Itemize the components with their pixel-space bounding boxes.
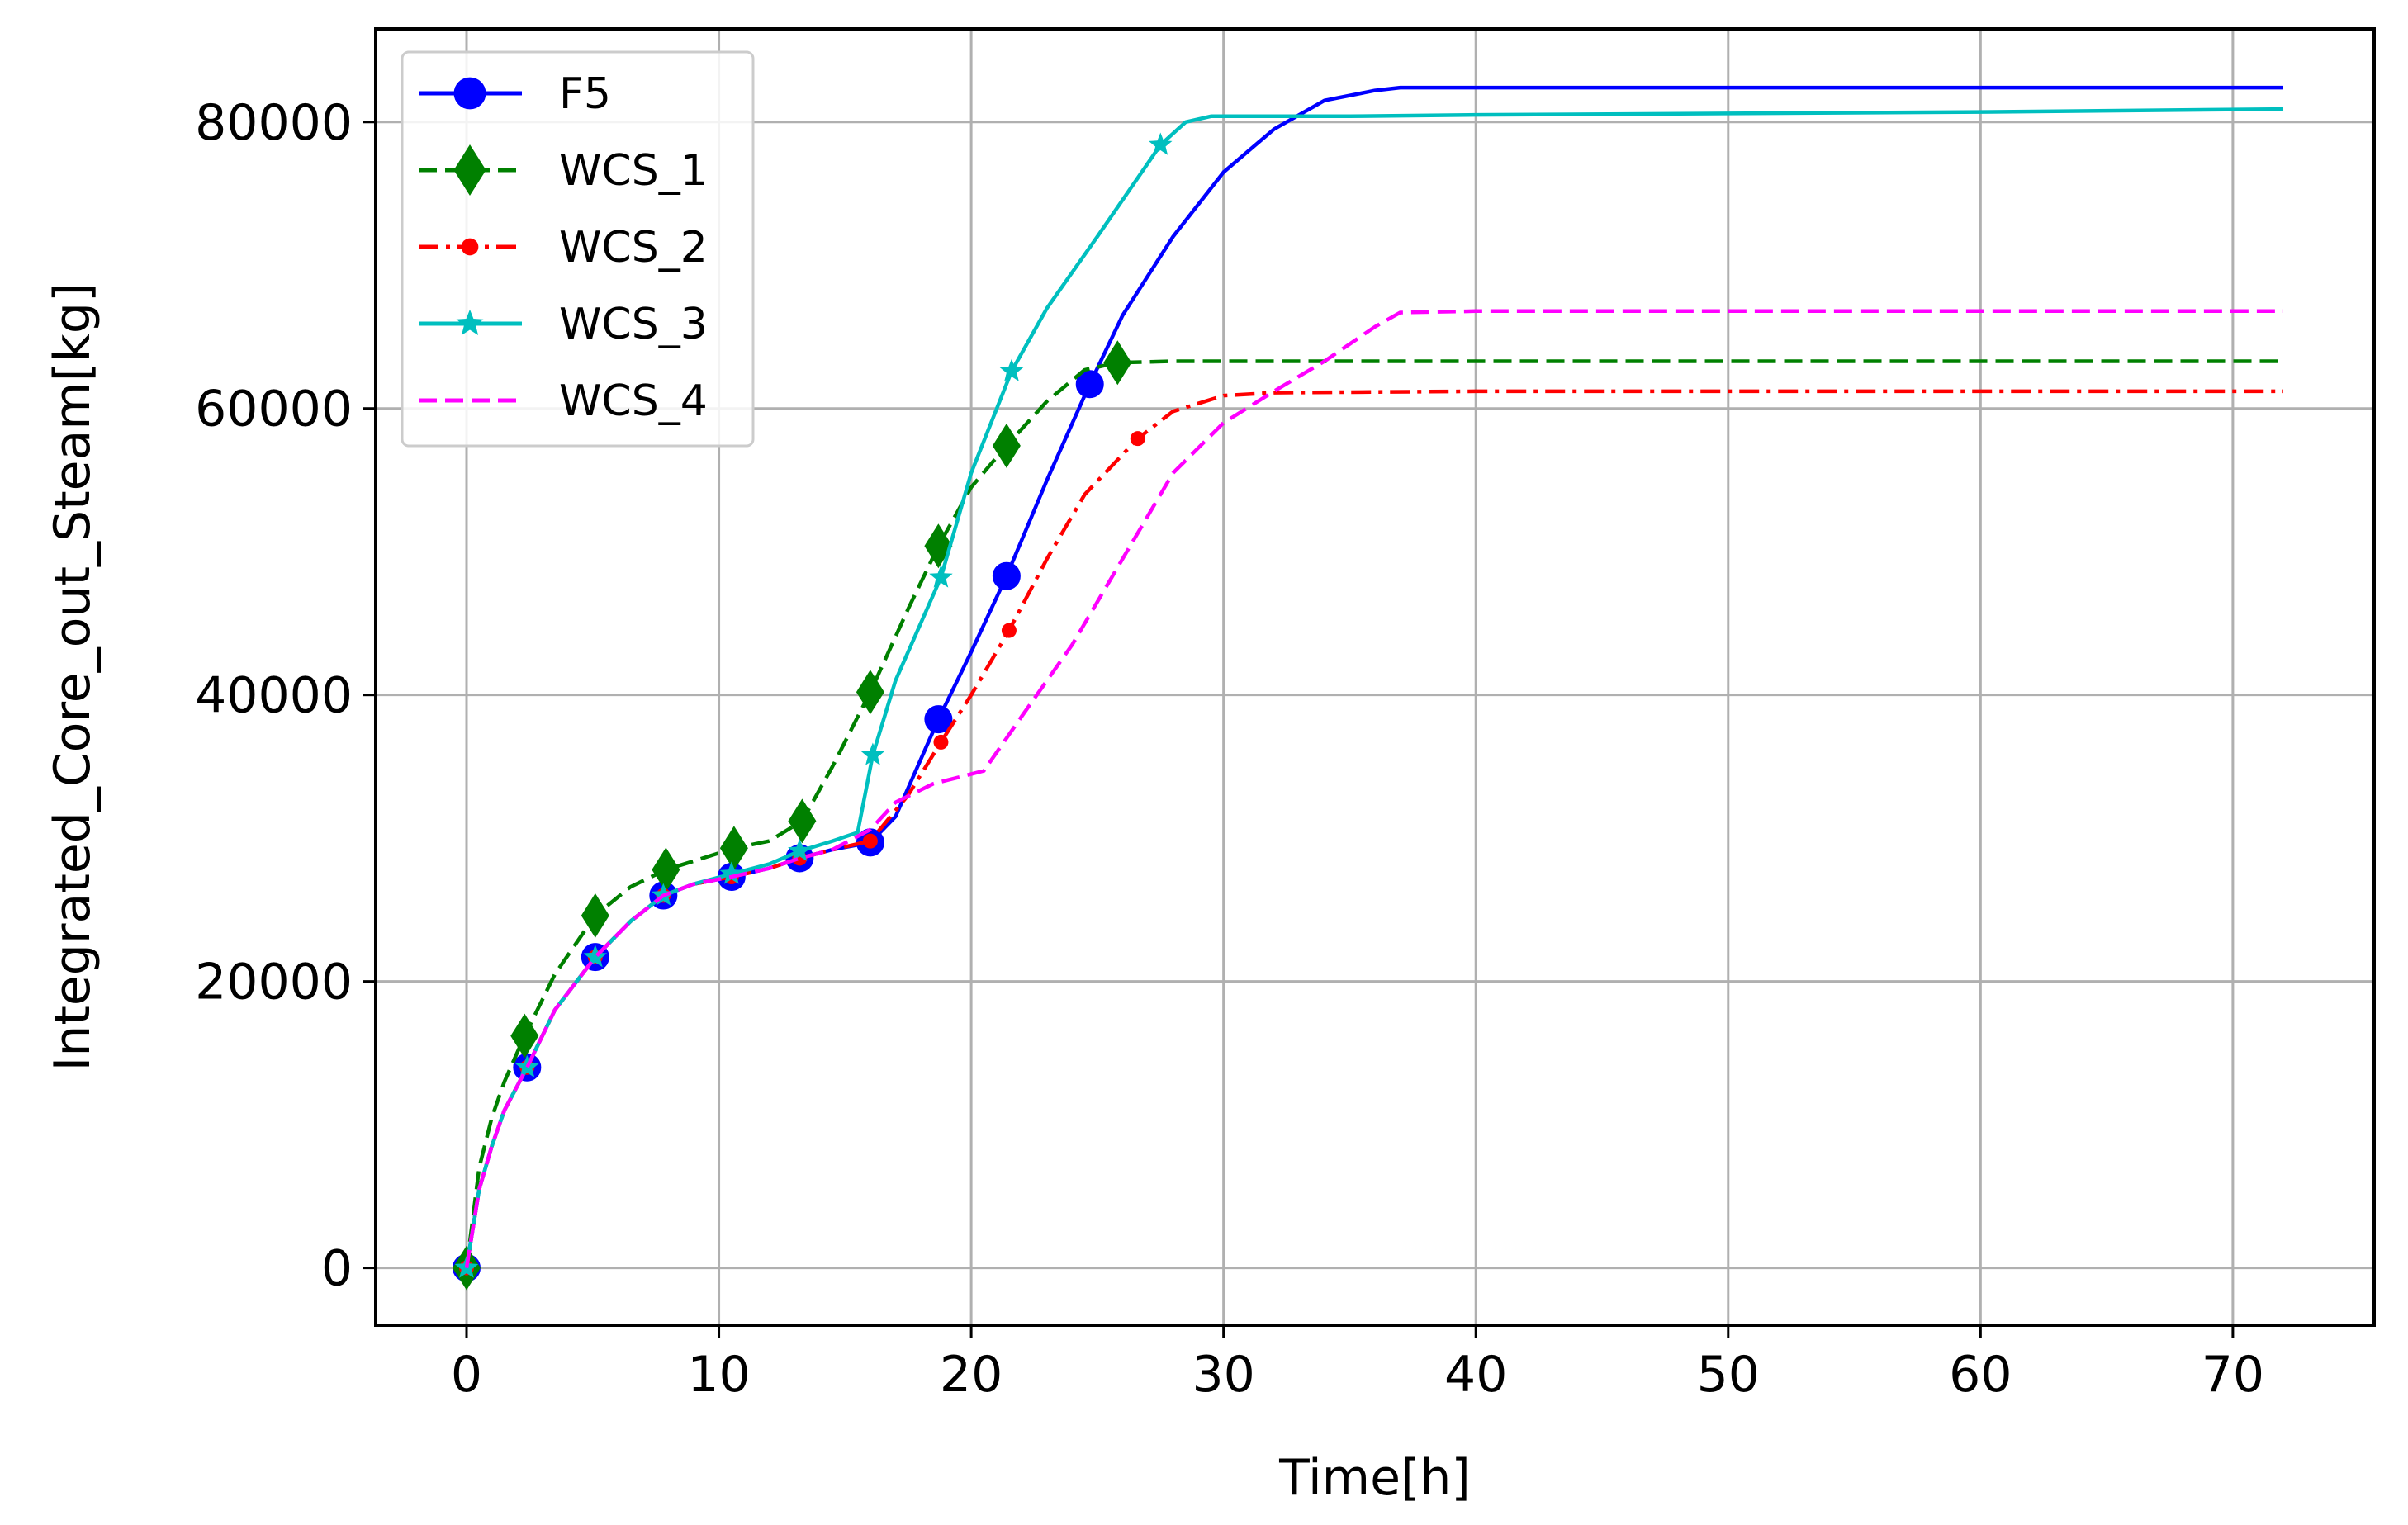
legend-item: WCS_2: [419, 223, 708, 272]
data-point: [860, 742, 885, 765]
y-tick-label: 0: [321, 1240, 353, 1298]
legend-label: WCS_4: [559, 377, 708, 426]
data-point: [992, 423, 1021, 468]
legend-item: WCS_3: [419, 300, 708, 349]
legend-label: WCS_2: [559, 223, 708, 272]
x-tick-label: 30: [1192, 1346, 1254, 1404]
x-tick-label: 0: [451, 1346, 482, 1404]
y-tick-label: 40000: [195, 667, 353, 725]
data-point: [719, 861, 744, 884]
data-point: [510, 1013, 539, 1059]
data-point: [1001, 623, 1017, 638]
y-axis-title: Integrated_Core_out_Steam[kg]: [44, 283, 102, 1072]
data-point: [1149, 132, 1173, 155]
data-point: [581, 893, 609, 938]
data-point: [862, 833, 878, 849]
legend-item: F5: [419, 69, 611, 119]
data-point: [1130, 431, 1145, 447]
series-wcs-4: [464, 309, 2283, 1268]
y-tick-label: 80000: [195, 94, 353, 152]
y-tick-label: 60000: [195, 381, 353, 438]
data-point: [856, 670, 884, 715]
axis-ticks: 0 10 20 30 40 50 60 70 0 20000 40000 60000 80000: [195, 94, 2264, 1404]
data-point: [453, 77, 486, 110]
data-point: [924, 705, 953, 734]
series-line: [464, 309, 2283, 1268]
data-point: [992, 561, 1021, 590]
series-line: [464, 389, 2283, 1268]
data-point: [999, 358, 1024, 381]
data-point: [456, 309, 484, 335]
data-point: [1103, 340, 1132, 386]
x-axis-title: Time[h]: [1278, 1449, 1471, 1507]
x-tick-label: 60: [1949, 1346, 2012, 1404]
legend-item: WCS_1: [419, 144, 708, 197]
series-layer: [453, 85, 2284, 1291]
legend-box: [401, 50, 755, 448]
data-point: [719, 826, 748, 871]
data-point: [788, 838, 812, 861]
x-tick-label: 70: [2202, 1346, 2264, 1404]
legend-item: WCS_4: [419, 377, 708, 426]
data-point: [461, 238, 479, 256]
plot-frame: [374, 27, 2376, 1327]
legend-label: WCS_3: [559, 300, 708, 349]
series-line: [464, 359, 2283, 1268]
x-tick-label: 20: [940, 1346, 1003, 1404]
data-point: [1075, 370, 1104, 399]
data-point: [583, 945, 608, 968]
data-point: [933, 734, 949, 750]
legend: F5 WCS_1 WCS_2 WCS_3 WCS_4: [401, 50, 755, 448]
data-point: [929, 565, 953, 588]
legend-label: F5: [559, 69, 611, 119]
y-tick-label: 20000: [195, 954, 353, 1011]
x-tick-label: 50: [1697, 1346, 1760, 1404]
data-point: [652, 847, 680, 893]
data-point: [788, 798, 817, 844]
x-tick-label: 40: [1444, 1346, 1507, 1404]
legend-label: WCS_1: [559, 146, 708, 196]
x-tick-label: 10: [687, 1346, 750, 1404]
data-point: [453, 144, 486, 197]
